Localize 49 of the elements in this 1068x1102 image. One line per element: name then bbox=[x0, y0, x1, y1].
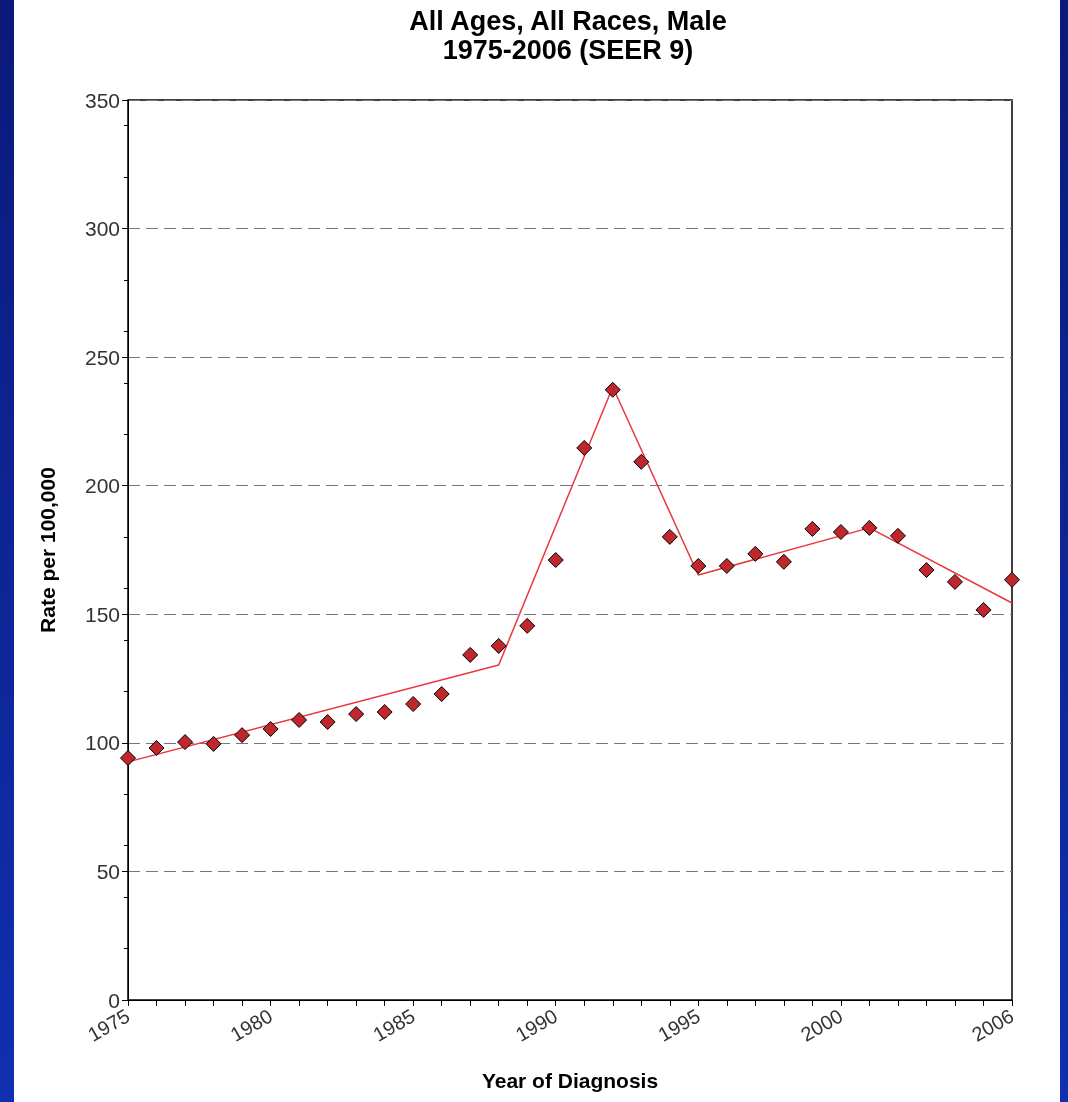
point bbox=[462, 646, 479, 663]
point bbox=[177, 734, 194, 751]
point bbox=[576, 439, 593, 456]
x-tick-label: 2006 bbox=[967, 1004, 1018, 1046]
point bbox=[376, 704, 393, 720]
point bbox=[889, 527, 906, 544]
point bbox=[547, 552, 564, 569]
point bbox=[519, 617, 536, 634]
point bbox=[861, 519, 878, 536]
y-tick-label: 150 bbox=[84, 602, 120, 626]
point bbox=[405, 696, 422, 713]
point bbox=[1004, 571, 1020, 588]
x-tick-label: 1985 bbox=[369, 1004, 419, 1046]
point bbox=[205, 735, 222, 752]
y-tick-label: 0 bbox=[108, 988, 120, 1012]
point bbox=[775, 553, 792, 570]
point bbox=[661, 528, 678, 545]
point bbox=[120, 750, 136, 767]
point bbox=[490, 637, 507, 654]
point bbox=[291, 711, 308, 728]
point bbox=[690, 557, 707, 574]
point bbox=[718, 557, 735, 574]
point bbox=[148, 740, 165, 756]
x-tick-label: 1980 bbox=[226, 1004, 277, 1046]
point bbox=[804, 520, 821, 537]
point bbox=[975, 601, 992, 618]
point bbox=[234, 727, 251, 744]
point bbox=[946, 573, 963, 590]
chart-title: All Ages, All Races, Male bbox=[409, 5, 727, 36]
y-tick-label: 300 bbox=[84, 217, 120, 241]
point bbox=[262, 720, 279, 737]
y-axis-title: Rate per 100,000 bbox=[36, 467, 59, 633]
point bbox=[319, 714, 336, 731]
y-tick-label: 350 bbox=[84, 88, 120, 112]
y-tick-label: 50 bbox=[96, 859, 120, 883]
point bbox=[918, 562, 935, 579]
point bbox=[747, 545, 764, 562]
point bbox=[604, 381, 621, 398]
y-tick-label: 100 bbox=[84, 731, 120, 755]
y-tick-label: 200 bbox=[84, 474, 120, 498]
point bbox=[348, 706, 365, 723]
x-axis-title: Year of Diagnosis bbox=[481, 1069, 659, 1092]
point bbox=[633, 453, 650, 470]
y-tick-label: 250 bbox=[84, 345, 120, 369]
point bbox=[433, 686, 450, 702]
point bbox=[832, 524, 849, 540]
x-tick-label: 1990 bbox=[511, 1004, 562, 1046]
x-tick-label: 1995 bbox=[654, 1004, 704, 1046]
x-tick-label: 2000 bbox=[796, 1004, 847, 1046]
